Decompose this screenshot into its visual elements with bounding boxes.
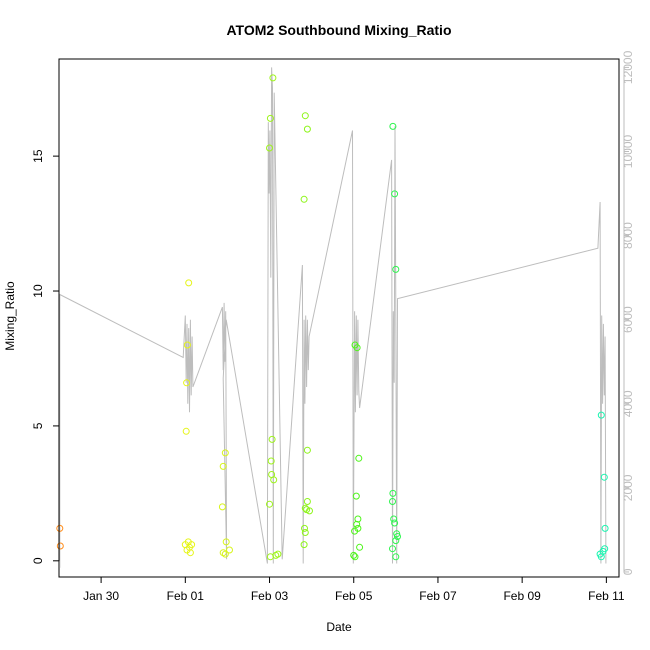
- data-point: [303, 125, 311, 133]
- data-point: [218, 503, 226, 511]
- y-tick-label: 10: [31, 284, 45, 298]
- data-point: [392, 265, 400, 273]
- data-point: [356, 543, 364, 551]
- data-point: [270, 476, 278, 484]
- data-point: [353, 344, 361, 352]
- data-point: [183, 341, 191, 349]
- y2-tick-label: 8000: [621, 222, 635, 249]
- data-point: [350, 551, 358, 559]
- data-point: [394, 533, 401, 540]
- data-point: [301, 524, 308, 532]
- y2-tick-label: 10000: [621, 134, 635, 168]
- secondary-series: [59, 67, 607, 568]
- data-point: [351, 527, 359, 535]
- data-point: [222, 538, 230, 546]
- data-point: [597, 553, 605, 561]
- data-point: [266, 500, 273, 508]
- x-tick-label: Feb 09: [503, 589, 541, 603]
- data-point: [301, 529, 309, 536]
- data-point: [219, 462, 227, 470]
- data-point: [600, 473, 608, 481]
- x-tick-label: Feb 11: [588, 589, 625, 603]
- x-tick-label: Feb 01: [167, 589, 205, 603]
- data-point: [268, 435, 276, 443]
- data-point: [353, 520, 361, 528]
- data-point: [300, 541, 308, 549]
- data-point: [352, 492, 360, 500]
- y-tick-label: 15: [31, 149, 45, 163]
- data-point: [183, 379, 191, 387]
- y-tick-label: 5: [31, 422, 45, 429]
- data-point: [300, 195, 308, 203]
- y-axis-label: Mixing_Ratio: [3, 281, 17, 351]
- y2-tick-label: 12000: [621, 50, 635, 84]
- y2-tick-label: 4000: [621, 390, 635, 417]
- y2-tick-label: 2000: [621, 474, 635, 501]
- data-point: [56, 542, 64, 550]
- y2-tick-label: 6000: [621, 306, 635, 333]
- x-tick-label: Feb 05: [335, 589, 373, 603]
- data-point: [182, 427, 190, 435]
- chart-title: ATOM2 Southbound Mixing_Ratio: [226, 22, 451, 38]
- x-tick-label: Feb 03: [251, 589, 289, 603]
- data-point: [303, 498, 311, 505]
- data-point: [355, 454, 363, 462]
- data-point: [301, 112, 309, 120]
- data-point: [389, 545, 396, 553]
- data-point: [389, 489, 397, 497]
- data-point: [185, 279, 193, 287]
- data-point: [267, 457, 275, 465]
- data-point: [221, 550, 229, 558]
- data-point: [306, 507, 313, 515]
- x-axis: Jan 30 Feb 01 Feb 03 Feb 05 Feb 07 Feb 09 Feb …: [83, 576, 625, 603]
- x-axis-label: Date: [326, 620, 352, 634]
- data-point: [392, 537, 400, 545]
- data-point: [266, 114, 274, 122]
- y2-tick-label: 0: [621, 568, 635, 575]
- data-point: [391, 519, 399, 527]
- data-point: [390, 515, 398, 523]
- data-point: [389, 122, 397, 130]
- data-point: [56, 524, 64, 532]
- data-point: [601, 524, 609, 532]
- y-axis-right: 0 2000 4000 6000 8000 10000 12000: [621, 50, 635, 575]
- data-point: [188, 541, 196, 549]
- data-point: [303, 446, 311, 454]
- data-point: [186, 549, 194, 557]
- data-points: [56, 74, 609, 561]
- data-point: [226, 546, 233, 554]
- x-tick-label: Jan 30: [83, 589, 119, 603]
- plot-frame: [58, 58, 620, 578]
- data-point: [266, 144, 273, 152]
- data-point: [269, 74, 277, 82]
- data-point: [392, 553, 400, 561]
- secondary-series-line: [59, 67, 607, 568]
- data-point: [597, 411, 605, 419]
- data-point: [391, 190, 399, 198]
- y-axis-left: 0 5 10 15: [31, 149, 60, 564]
- x-tick-label: Feb 07: [419, 589, 457, 603]
- data-point: [221, 449, 229, 457]
- data-point: [389, 498, 396, 505]
- y-tick-label: 0: [31, 557, 45, 564]
- data-point: [274, 550, 282, 558]
- data-point: [351, 553, 359, 561]
